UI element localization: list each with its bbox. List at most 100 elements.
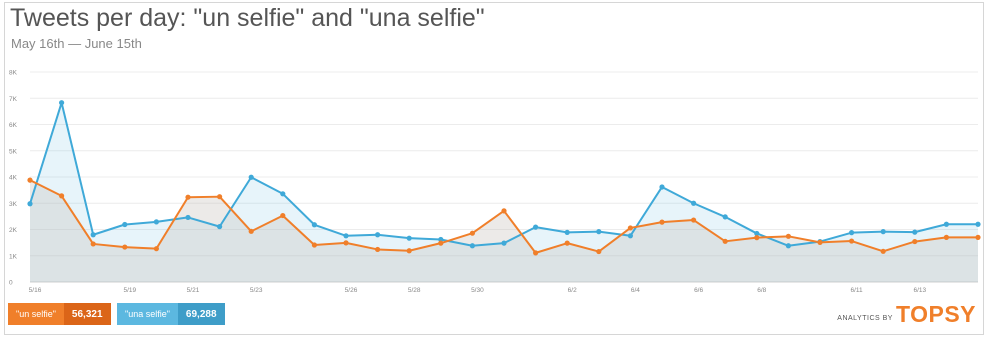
chart-subtitle: May 16th — June 15th bbox=[11, 36, 142, 51]
legend-una-selfie[interactable]: "una selfie" 69,288 bbox=[117, 303, 225, 325]
x-tick-label-5-30: 5/30 bbox=[471, 287, 484, 294]
data-point-s0-20 bbox=[659, 219, 665, 225]
data-point-s0-4 bbox=[153, 246, 159, 252]
data-point-s0-3 bbox=[122, 244, 128, 250]
y-tick-label-4K: 4K bbox=[9, 175, 18, 182]
data-point-s0-23 bbox=[754, 235, 760, 241]
data-point-s0-29 bbox=[943, 234, 950, 240]
data-point-s0-30 bbox=[975, 234, 981, 240]
x-tick-label-5-19: 5/19 bbox=[123, 287, 136, 294]
data-point-s0-8 bbox=[280, 212, 286, 219]
data-point-s1-10 bbox=[343, 233, 349, 239]
data-point-s0-21 bbox=[691, 217, 697, 223]
data-point-s0-18 bbox=[596, 248, 602, 255]
series-area-1 bbox=[30, 102, 978, 283]
series-areas bbox=[30, 102, 978, 283]
data-point-s0-10 bbox=[343, 240, 349, 246]
x-axis-labels: 5/16 5/19 5/21 5/23 5/26 5/28 5/30 6/2 6/4 6/6 6/8… bbox=[29, 287, 927, 294]
data-point-s0-12 bbox=[406, 248, 412, 254]
legend-un-selfie-label: "un selfie" bbox=[8, 303, 64, 325]
x-tick-label-6-8: 6/8 bbox=[757, 287, 766, 294]
data-point-s1-19 bbox=[627, 233, 634, 239]
legend-un-selfie-count: 56,321 bbox=[63, 303, 111, 325]
y-tick-label-1K: 1K bbox=[9, 253, 18, 260]
chart-title: Tweets per day: "un selfie" and "una sel… bbox=[10, 4, 485, 32]
x-tick-label-6-11: 6/11 bbox=[851, 287, 864, 294]
chart-panel bbox=[4, 2, 984, 335]
x-tick-label-6-2: 6/2 bbox=[568, 287, 577, 294]
data-point-s1-21 bbox=[691, 200, 697, 206]
data-point-s0-25 bbox=[817, 239, 823, 245]
data-point-s0-14 bbox=[469, 230, 475, 236]
data-point-s1-18 bbox=[596, 229, 602, 235]
data-point-s1-12 bbox=[406, 235, 412, 241]
topsy-logo: TOPSY bbox=[895, 301, 976, 327]
data-point-s1-30 bbox=[975, 221, 981, 227]
branding-prefix: ANALYTICS BY bbox=[837, 315, 893, 322]
data-point-s0-1 bbox=[59, 193, 65, 199]
data-point-s1-17 bbox=[564, 229, 570, 235]
y-tick-label-0: 0 bbox=[9, 280, 13, 287]
data-point-s1-5 bbox=[185, 214, 191, 221]
data-point-s1-20 bbox=[659, 184, 665, 190]
y-tick-label-3K: 3K bbox=[9, 201, 18, 208]
data-point-s1-1 bbox=[59, 100, 65, 106]
data-point-s0-22 bbox=[722, 238, 728, 244]
data-point-s1-29 bbox=[943, 221, 950, 227]
x-tick-label-5-16: 5/16 bbox=[29, 287, 42, 294]
legend-una-selfie-count: 69,288 bbox=[177, 303, 225, 325]
data-point-s1-4 bbox=[153, 219, 159, 225]
data-point-s0-2 bbox=[90, 241, 96, 247]
x-tick-label-5-26: 5/26 bbox=[345, 287, 358, 294]
data-point-s1-22 bbox=[722, 214, 728, 220]
x-tick-label-6-13: 6/13 bbox=[913, 287, 926, 294]
data-point-s1-2 bbox=[90, 232, 96, 238]
data-point-s0-24 bbox=[785, 233, 792, 239]
data-point-s0-19 bbox=[627, 225, 634, 231]
x-tick-label-5-21: 5/21 bbox=[187, 287, 200, 294]
data-point-s1-8 bbox=[280, 191, 286, 197]
x-tick-label-6-6: 6/6 bbox=[694, 287, 703, 294]
data-point-s0-26 bbox=[849, 238, 855, 244]
data-point-s0-27 bbox=[880, 248, 886, 254]
legend-una-selfie-label: "una selfie" bbox=[117, 303, 178, 325]
topsy-branding[interactable]: ANALYTICS BY TOPSY bbox=[837, 301, 976, 327]
data-point-s0-6 bbox=[217, 194, 223, 200]
grid-lines bbox=[30, 71, 978, 283]
y-tick-label-5K: 5K bbox=[9, 148, 18, 155]
data-point-s0-28 bbox=[912, 238, 918, 245]
x-tick-label-6-4: 6/4 bbox=[631, 287, 640, 294]
x-tick-label-5-28: 5/28 bbox=[408, 287, 421, 294]
data-point-s1-26 bbox=[849, 230, 855, 236]
series-points bbox=[27, 100, 981, 256]
data-point-s1-16 bbox=[533, 224, 539, 230]
data-point-s0-13 bbox=[438, 240, 444, 246]
data-point-s0-11 bbox=[375, 246, 381, 253]
data-point-s1-24 bbox=[785, 243, 792, 249]
data-point-s0-5 bbox=[185, 194, 191, 200]
data-point-s1-9 bbox=[311, 222, 317, 228]
y-tick-label-6K: 6K bbox=[9, 122, 18, 129]
data-point-s1-11 bbox=[375, 232, 381, 238]
data-point-s0-17 bbox=[564, 240, 570, 246]
legend-un-selfie[interactable]: "un selfie" 56,321 bbox=[8, 303, 111, 325]
data-point-s1-7 bbox=[248, 174, 254, 180]
data-point-s0-7 bbox=[248, 228, 254, 234]
x-tick-label-5-23: 5/23 bbox=[250, 287, 263, 294]
y-axis-labels: 0 1K 2K 3K 4K 5K 6K 7K 8K bbox=[9, 70, 18, 287]
data-point-s1-13 bbox=[438, 236, 444, 243]
data-point-s0-9 bbox=[311, 242, 317, 248]
data-point-s1-0 bbox=[27, 201, 33, 207]
data-point-s0-15 bbox=[501, 208, 507, 214]
series-area-0 bbox=[30, 180, 978, 282]
data-point-s0-0 bbox=[27, 177, 33, 183]
data-point-s1-14 bbox=[469, 243, 475, 249]
data-point-s1-6 bbox=[217, 224, 223, 230]
data-point-s1-3 bbox=[122, 221, 128, 228]
data-point-s1-15 bbox=[501, 240, 507, 246]
data-point-s0-16 bbox=[533, 250, 539, 256]
data-point-s1-28 bbox=[912, 229, 918, 235]
y-tick-label-7K: 7K bbox=[9, 96, 18, 103]
data-point-s1-27 bbox=[880, 229, 886, 235]
